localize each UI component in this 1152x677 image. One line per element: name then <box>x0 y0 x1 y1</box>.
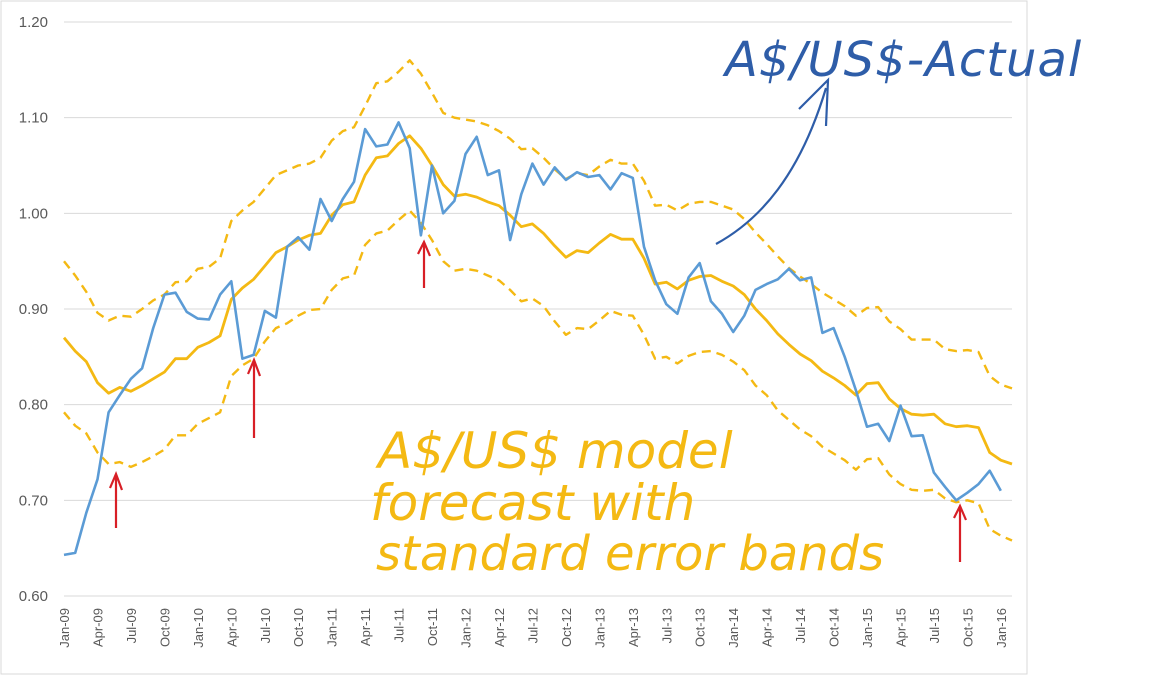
model-annotation: A$/US$ model forecast with standard erro… <box>370 422 884 582</box>
x-tick-label: Jan-15 <box>860 608 875 648</box>
y-tick-label: 1.20 <box>19 14 48 31</box>
x-tick-label: Oct-15 <box>960 608 975 647</box>
x-tick-label: Jul-09 <box>124 608 139 643</box>
x-tick-label: Oct-12 <box>559 608 574 647</box>
x-tick-label: Oct-10 <box>291 608 306 647</box>
red-arrow-jun10 <box>246 357 262 438</box>
x-tick-label: Jan-13 <box>592 608 607 648</box>
gridlines <box>64 21 1012 597</box>
y-tick-label: 0.90 <box>19 301 48 318</box>
y-tick-label: 0.70 <box>19 492 48 509</box>
x-tick-label: Apr-13 <box>626 608 641 647</box>
series-line-upper <box>63 59 1013 390</box>
x-tick-label: Jan-12 <box>459 608 474 648</box>
series-line-lower <box>63 209 1013 542</box>
x-tick-label: Apr-11 <box>358 608 373 646</box>
x-tick-label: Apr-14 <box>760 608 775 647</box>
red-arrow-sep15 <box>953 503 968 562</box>
x-tick-label: Apr-12 <box>492 608 507 647</box>
x-tick-label: Jan-10 <box>191 608 206 648</box>
x-tick-label: Oct-13 <box>693 608 708 647</box>
x-tick-label: Jul-12 <box>525 608 540 643</box>
x-tick-label: Oct-09 <box>157 608 172 647</box>
red-arrow-apr09 <box>108 471 124 528</box>
y-axis-tick-labels: 0.60 0.70 0.80 0.90 1.00 1.10 1.20 <box>19 14 48 605</box>
model-annotation-line1: A$/US$ model <box>375 422 733 480</box>
series-line-model <box>62 134 1013 466</box>
x-tick-label: Oct-14 <box>827 608 842 647</box>
x-tick-label: Oct-11 <box>425 608 440 646</box>
x-axis-tick-labels: Jan-09 Apr-09 Jul-09 Oct-09 Jan-10 Apr-10 Jul-… <box>57 608 1009 648</box>
series-line-actual <box>63 121 1002 557</box>
actual-annotation-arrowhead <box>798 77 830 127</box>
actual-annotation: A$/US$-Actual <box>715 32 1082 245</box>
x-tick-label: Jul-13 <box>659 608 674 643</box>
model-annotation-line3: standard error bands <box>376 526 884 582</box>
x-tick-label: Jul-15 <box>927 608 942 643</box>
x-tick-label: Apr-10 <box>224 608 239 647</box>
y-tick-label: 1.00 <box>19 205 48 222</box>
actual-annotation-arrow <box>715 87 828 245</box>
model-annotation-line2: forecast with <box>370 474 695 532</box>
x-tick-label: Apr-09 <box>90 608 105 647</box>
y-tick-label: 1.10 <box>19 110 48 127</box>
y-tick-label: 0.80 <box>19 397 48 414</box>
x-tick-label: Jul-14 <box>793 608 808 643</box>
x-tick-label: Jan-11 <box>325 608 340 647</box>
red-arrow-sep11 <box>417 239 432 288</box>
x-tick-label: Jan-09 <box>57 608 72 648</box>
x-tick-label: Jul-10 <box>258 608 273 643</box>
red-arrows <box>108 239 968 562</box>
x-tick-label: Jul-11 <box>392 608 407 642</box>
actual-annotation-label: A$/US$-Actual <box>722 32 1082 88</box>
x-tick-label: Jan-16 <box>994 608 1009 648</box>
x-tick-label: Apr-15 <box>893 608 908 647</box>
x-tick-label: Jan-14 <box>726 608 741 648</box>
y-tick-label: 0.60 <box>19 588 48 605</box>
chart-area-border <box>0 0 1028 675</box>
series-layer <box>62 59 1013 557</box>
